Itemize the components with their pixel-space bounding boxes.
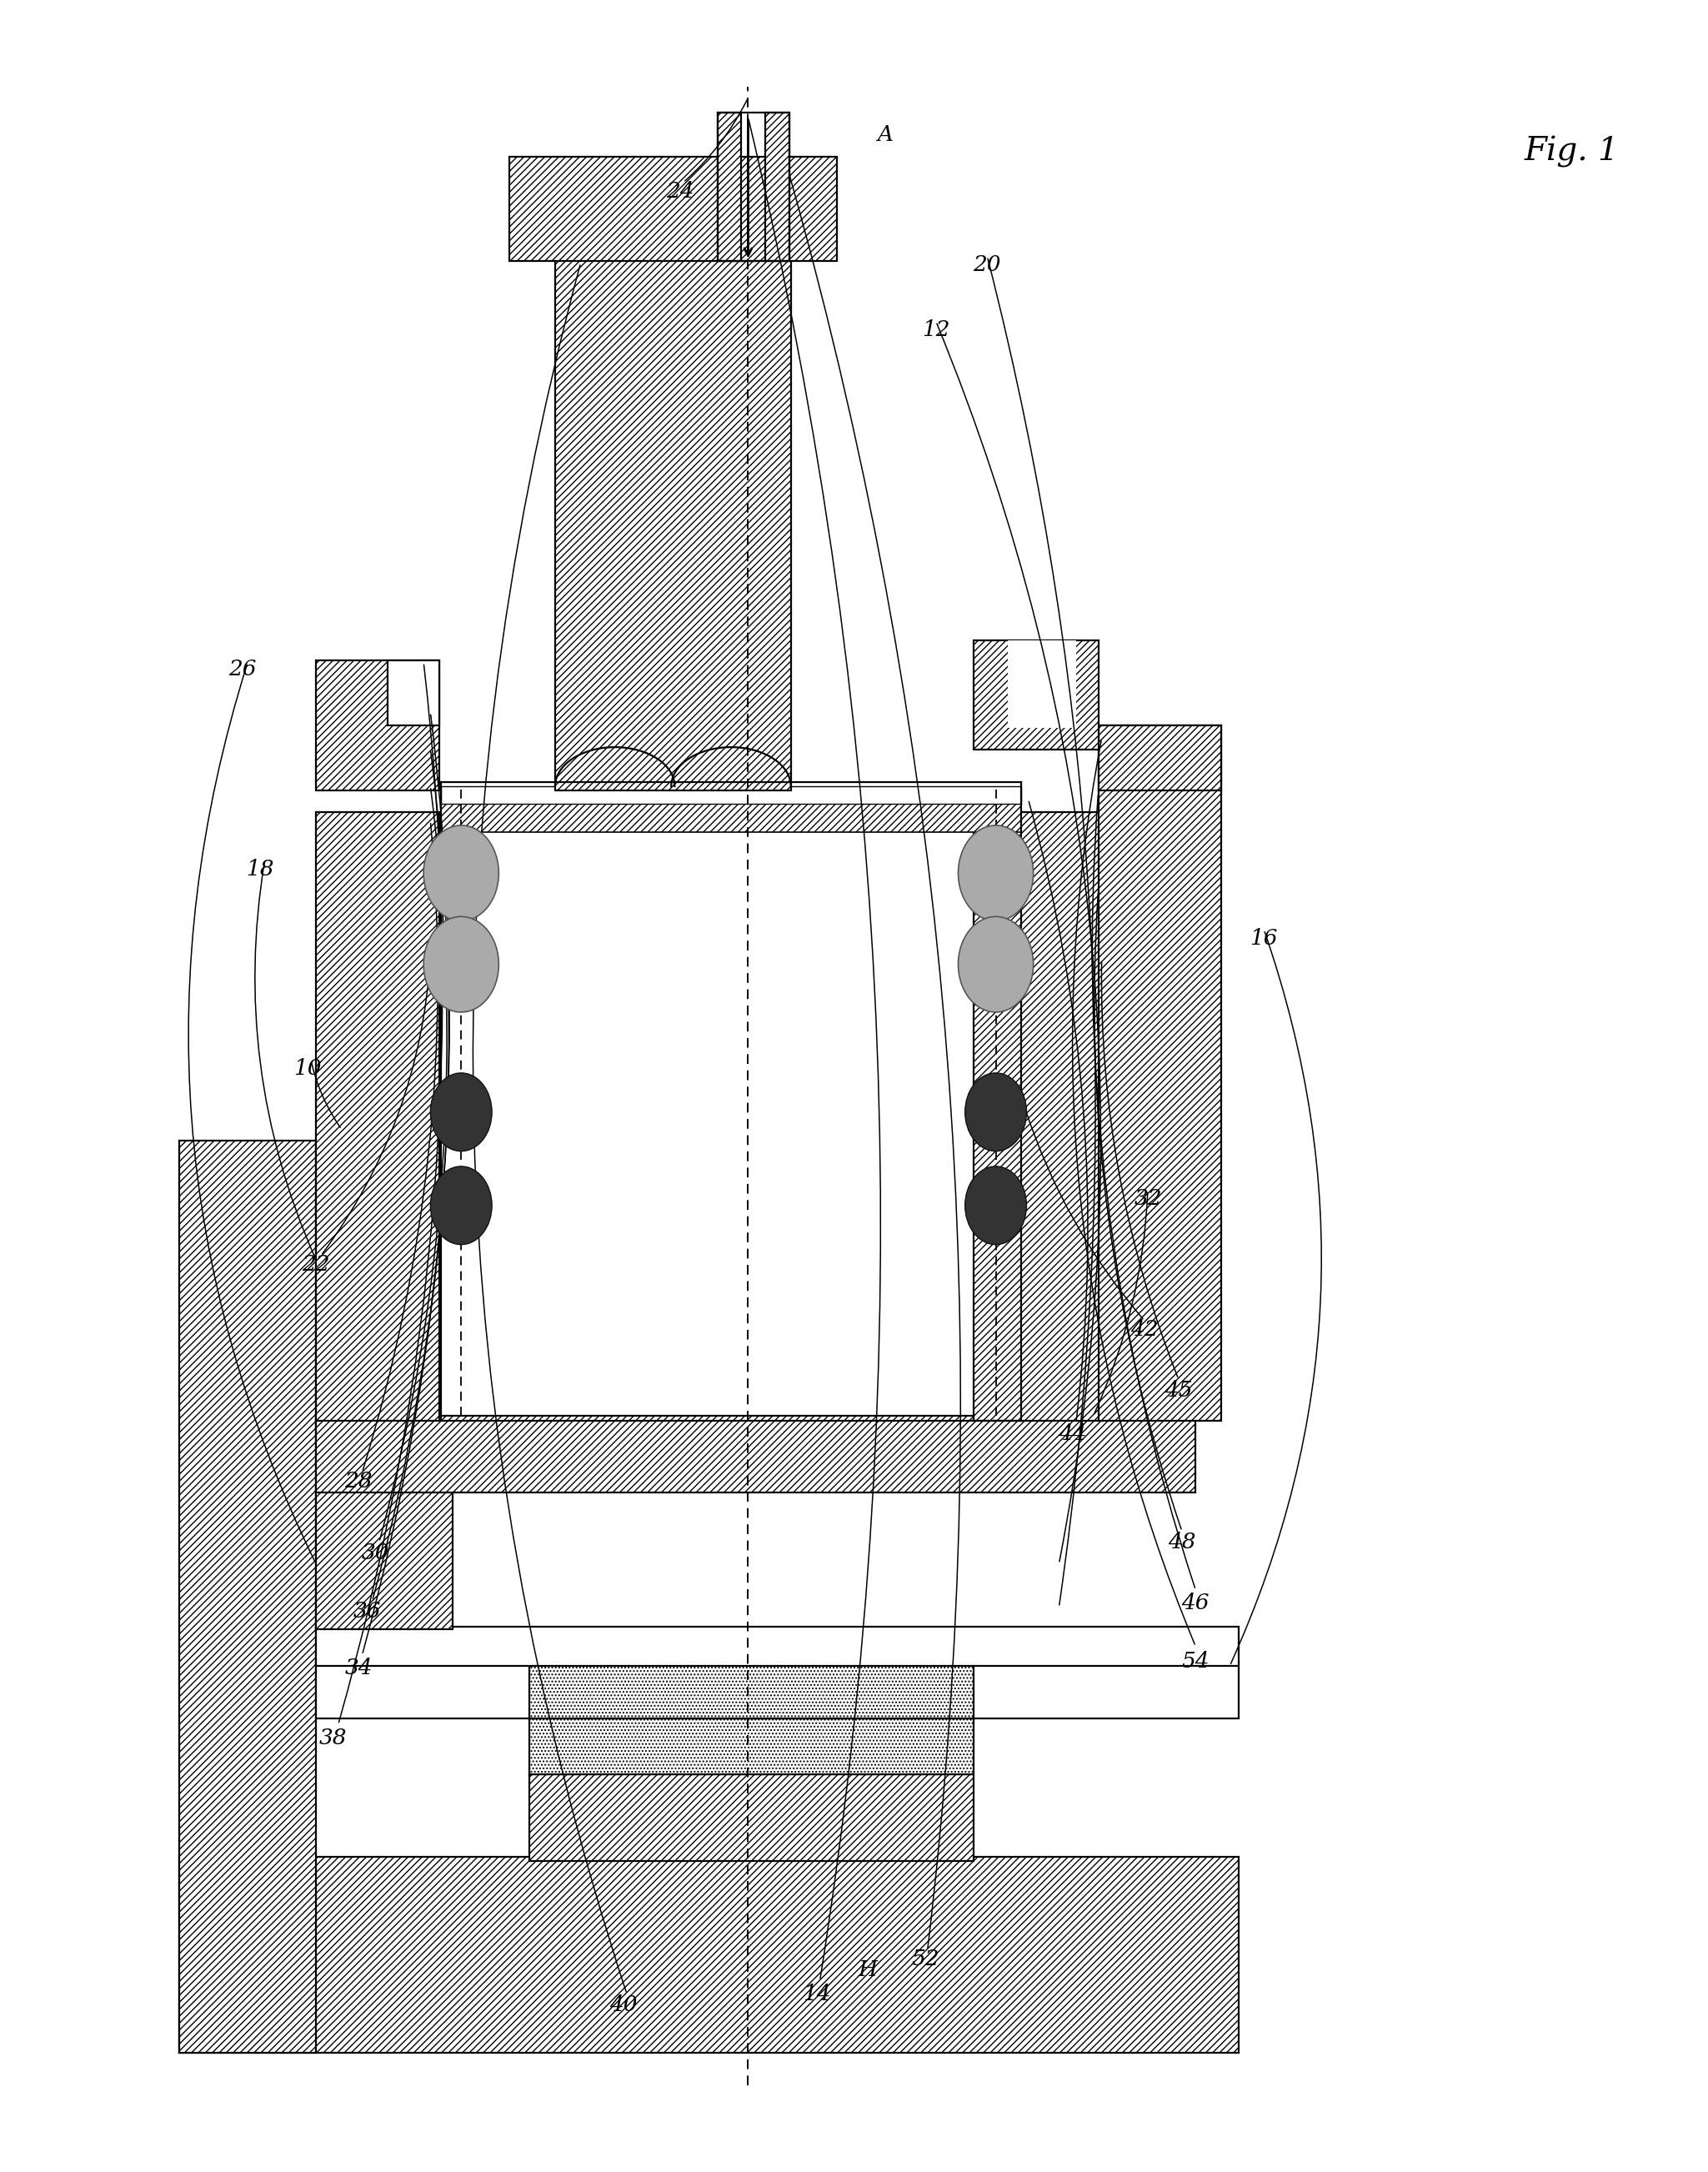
Bar [316, 1488, 453, 1629]
Bar [316, 660, 439, 791]
Bar [529, 1662, 974, 1718]
Bar [509, 156, 837, 261]
Bar [529, 1775, 974, 1861]
Text: 30: 30 [362, 1542, 389, 1564]
Text: 46: 46 [1182, 1592, 1209, 1614]
Text: 28: 28 [345, 1470, 372, 1492]
Circle shape [965, 1166, 1027, 1245]
Text: 44: 44 [1059, 1423, 1086, 1444]
Bar [974, 812, 1102, 1420]
Bar [388, 660, 439, 725]
Bar [316, 812, 439, 1420]
Text: 40: 40 [610, 1994, 637, 2016]
Text: 32: 32 [1134, 1188, 1161, 1210]
Text: 38: 38 [319, 1727, 347, 1748]
Bar [555, 215, 791, 791]
Text: 36: 36 [354, 1601, 381, 1622]
Bar [316, 1662, 1238, 1718]
Circle shape [958, 825, 1033, 921]
Text: 52: 52 [912, 1948, 939, 1970]
Bar [765, 113, 789, 261]
Text: 26: 26 [229, 658, 256, 680]
Bar [179, 1857, 1238, 2053]
Text: 22: 22 [302, 1253, 330, 1275]
Circle shape [430, 1073, 492, 1151]
Bar [717, 113, 741, 261]
Circle shape [430, 1166, 492, 1245]
Text: Fig. 1: Fig. 1 [1524, 137, 1619, 167]
Bar [441, 786, 1021, 804]
Text: 45: 45 [1165, 1379, 1192, 1401]
Text: H: H [857, 1959, 878, 1981]
Circle shape [424, 917, 499, 1012]
Text: 12: 12 [922, 319, 950, 341]
Circle shape [958, 917, 1033, 1012]
Circle shape [965, 1073, 1027, 1151]
Text: 48: 48 [1168, 1531, 1196, 1553]
Text: 24: 24 [666, 180, 693, 202]
Bar [1098, 725, 1221, 791]
Text: 42: 42 [1131, 1318, 1158, 1340]
Bar [316, 1627, 1238, 1666]
Circle shape [424, 825, 499, 921]
Bar [1008, 641, 1076, 728]
Text: 14: 14 [803, 1983, 830, 2005]
Text: 16: 16 [1250, 927, 1278, 949]
Text: A: A [876, 124, 893, 146]
Bar [441, 797, 1021, 832]
Bar [529, 1714, 974, 1775]
Bar [1098, 725, 1221, 1420]
Bar [179, 1140, 316, 2053]
Text: 34: 34 [345, 1657, 372, 1679]
Bar [974, 641, 1098, 749]
Text: 20: 20 [974, 254, 1001, 276]
Bar [717, 113, 789, 261]
Text: 18: 18 [246, 858, 273, 880]
Text: 10: 10 [294, 1058, 321, 1079]
Bar [316, 1416, 1196, 1492]
Text: 54: 54 [1182, 1651, 1209, 1672]
